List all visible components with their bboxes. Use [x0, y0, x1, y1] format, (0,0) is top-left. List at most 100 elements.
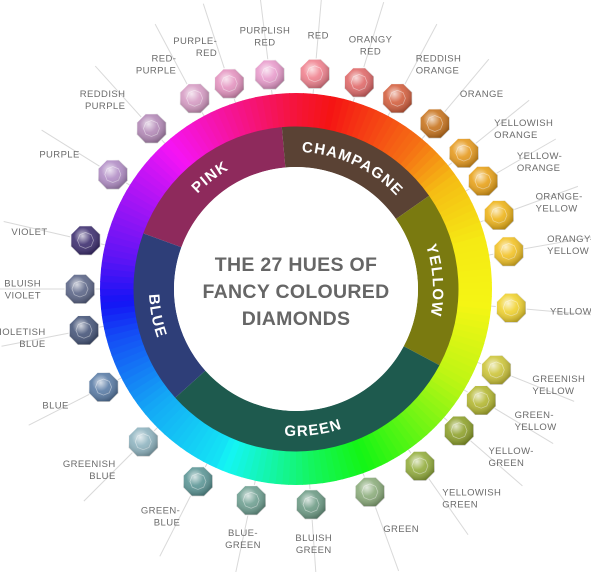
title-line-3: DIAMONDS	[242, 308, 351, 330]
hue-label-line: GREEN	[442, 499, 478, 510]
spectrum-segment	[410, 396, 444, 428]
hue-label-line: ORANGE	[494, 130, 538, 141]
hue-label-line: RED	[196, 48, 217, 59]
band-segment-champagne	[281, 126, 430, 220]
spectrum-segment	[444, 343, 483, 365]
spectrum-segment	[191, 117, 217, 154]
spectrum-segment	[120, 363, 158, 388]
spectrum-segment	[112, 348, 150, 370]
spectrum-segment	[366, 111, 390, 149]
spectrum-segment	[196, 427, 221, 464]
spectrum-segment	[102, 321, 141, 337]
spectrum-segment	[407, 146, 440, 179]
spectrum-segment	[105, 226, 145, 245]
spectrum-segment	[215, 105, 237, 143]
spectrum-segment	[109, 213, 148, 235]
spectrum-segment	[208, 432, 231, 470]
hue-label-line: RED	[254, 37, 275, 48]
spectrum-segment	[371, 114, 396, 151]
hue-label-line: YELLOWISH	[494, 118, 553, 129]
spectrum-segment	[380, 121, 408, 157]
center-disc	[174, 167, 418, 411]
band-label-text: BLUE	[145, 293, 169, 340]
diamond-stone	[64, 273, 96, 305]
spectrum-segment	[444, 214, 483, 236]
hue-label-line: YELLOW	[536, 203, 578, 214]
hue-label: BLUE-GREEN	[225, 528, 261, 551]
spectrum-segment	[148, 395, 181, 427]
title-line-2: FANCY COLOURED	[203, 281, 390, 303]
hue-label-line: BLUE	[154, 518, 180, 529]
hue-label-line: PURPLE	[85, 101, 125, 112]
spectrum-segment	[100, 260, 138, 273]
diamond-stone	[354, 476, 386, 508]
hue-label: GREEN	[383, 524, 419, 535]
spectrum-segment	[448, 227, 487, 246]
spectrum-segment	[402, 404, 434, 437]
hue-label-line: PURPLE	[136, 65, 176, 76]
spectrum-segment	[100, 267, 137, 278]
spectrum-segment	[294, 448, 303, 485]
spectrum-segment	[289, 93, 298, 130]
band-segment-yellow	[395, 195, 459, 366]
spectrum-segment	[385, 124, 414, 161]
spectrum-segment	[340, 98, 359, 138]
spectrum-segment	[157, 403, 189, 437]
spectrum-segment	[376, 117, 402, 154]
hue-label-line: VIOLET	[11, 227, 47, 238]
hue-label-line: PURPLISH	[240, 25, 291, 36]
hue-label: ORANGE-YELLOW	[536, 191, 583, 214]
hue-label-line: ORANGE	[517, 163, 561, 174]
hue-label-line: YELLOW	[532, 386, 574, 397]
spectrum-segment	[350, 102, 372, 141]
hue-label-line: YELLOWISH	[442, 487, 501, 498]
spectrum-segment	[152, 399, 185, 432]
spectrum-segment	[162, 407, 194, 441]
hue-label-line: PURPLE	[39, 149, 79, 160]
spectrum-segment	[221, 102, 243, 141]
hue-label: YELLOWISH GREEN	[442, 487, 501, 510]
spectrum-segment	[131, 377, 167, 406]
hue-label: REDDISH PURPLE	[80, 89, 126, 112]
spectrum-segment	[307, 93, 318, 130]
spectrum-segment	[203, 110, 227, 148]
spectrum-segment	[453, 254, 492, 268]
diamond-stone	[213, 68, 245, 99]
hue-label: VIOLET	[11, 227, 47, 238]
diamond-stone	[443, 415, 475, 447]
spectrum-segment	[300, 448, 310, 485]
spectrum-segment	[418, 161, 453, 192]
spectrum-segment	[241, 96, 259, 136]
spectrum-segment	[318, 93, 332, 132]
hue-label-line: GREENISH	[532, 374, 585, 385]
spectrum-segment	[100, 253, 139, 267]
spectrum-segment	[449, 234, 489, 252]
spectrum-segment	[135, 166, 171, 195]
spectrum-segment	[434, 190, 472, 215]
spectrum-segment	[345, 100, 365, 139]
hue-label-line: RED	[308, 30, 329, 41]
hue-label-line: GREENISH	[63, 459, 116, 470]
hue-label-line: VIOLET	[5, 291, 41, 302]
hue-label: GREEN-YELLOW	[515, 410, 557, 433]
spectrum-segment	[414, 156, 449, 187]
hue-label: GREENISH YELLOW	[532, 374, 585, 397]
spectrum-segment	[103, 233, 143, 251]
hue-label: YELLOWISH ORANGE	[494, 118, 553, 141]
center-title: THE 27 HUES OF FANCY COLOURED DIAMONDS	[203, 254, 390, 330]
hue-label: BLUE	[42, 400, 68, 411]
band-segment-green	[175, 346, 440, 452]
spectrum-segment	[439, 354, 477, 377]
spectrum-segment	[117, 358, 155, 382]
hue-label: ORANGY RED	[349, 35, 393, 58]
diamond-stone	[483, 199, 515, 231]
spectrum-segment	[380, 421, 407, 458]
hue-label-line: BLUISH	[4, 279, 41, 290]
title-line-1: THE 27 HUES OF	[215, 254, 377, 276]
hue-label: BLUISH GREEN	[295, 533, 332, 556]
diamond-stone	[88, 371, 119, 403]
spectrum-segment	[227, 439, 247, 478]
hue-label-line: ORANGE	[416, 65, 460, 76]
hue-label-line: PURPLE-	[173, 36, 217, 47]
